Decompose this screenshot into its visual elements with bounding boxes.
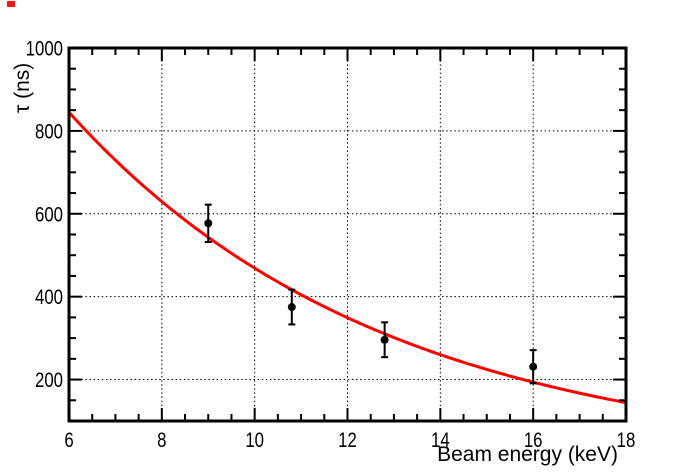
x-tick-label: 14 — [431, 429, 450, 452]
y-tick-label: 200 — [35, 369, 63, 392]
x-tick-label: 18 — [617, 429, 636, 452]
x-axis-title: Beam energy (keV) — [437, 443, 618, 466]
data-point — [529, 362, 538, 371]
y-axis-title: τ (ns) — [11, 62, 34, 113]
data-point — [380, 335, 389, 344]
x-tick-label: 12 — [338, 429, 357, 452]
data-point — [204, 219, 213, 228]
y-tick-label: 800 — [35, 121, 63, 144]
x-tick-label: 8 — [157, 429, 166, 452]
x-tick-label: 16 — [524, 429, 543, 452]
y-tick-label: 1000 — [26, 38, 63, 61]
y-tick-label: 400 — [35, 286, 63, 309]
x-tick-label: 6 — [64, 429, 73, 452]
y-tick-label: 600 — [35, 204, 63, 227]
red-corner-marker — [7, 1, 15, 7]
x-tick-label: 10 — [245, 429, 264, 452]
data-point — [287, 303, 296, 312]
